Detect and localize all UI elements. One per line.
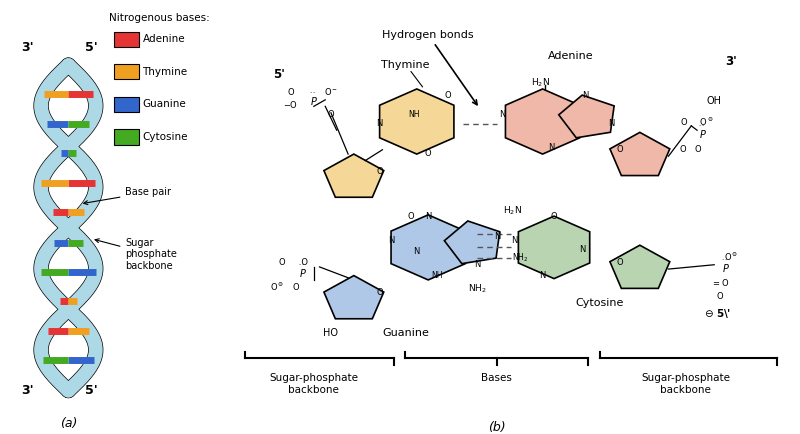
FancyBboxPatch shape (114, 32, 139, 47)
Text: O$^-$: O$^-$ (324, 86, 338, 98)
Text: O: O (328, 110, 334, 119)
Polygon shape (506, 89, 580, 154)
Polygon shape (518, 216, 590, 279)
Text: $\!\!-\!\!$O: $\!\!-\!\!$O (284, 99, 298, 111)
Text: 5': 5' (85, 41, 98, 54)
Text: H$_2$N: H$_2$N (531, 76, 550, 89)
Text: $\overset{\cdot\cdot}{P}$: $\overset{\cdot\cdot}{P}$ (310, 91, 318, 108)
Text: N: N (376, 119, 382, 128)
Text: OH: OH (706, 96, 722, 106)
Text: N: N (474, 260, 480, 269)
Text: N: N (414, 247, 420, 256)
Text: 3': 3' (21, 41, 34, 54)
Text: O: O (408, 212, 414, 221)
Text: O: O (288, 89, 294, 98)
Text: N: N (494, 232, 500, 241)
Text: NH$_2$: NH$_2$ (512, 251, 528, 264)
Text: Adenine: Adenine (548, 51, 594, 62)
Text: Bases: Bases (482, 373, 512, 383)
Text: (a): (a) (60, 417, 77, 430)
Polygon shape (610, 245, 670, 288)
Text: O      O: O O (279, 258, 308, 267)
Text: Sugar-phosphate
backbone: Sugar-phosphate backbone (641, 373, 730, 395)
Text: 5': 5' (274, 68, 286, 81)
Text: Thymine: Thymine (381, 60, 430, 70)
Polygon shape (610, 132, 670, 175)
Text: N: N (608, 119, 614, 128)
Text: Guanine: Guanine (142, 99, 186, 109)
Text: O: O (425, 149, 431, 158)
FancyBboxPatch shape (114, 97, 139, 112)
Text: Sugar-phosphate
backbone: Sugar-phosphate backbone (270, 373, 358, 395)
Text: Base pair: Base pair (84, 187, 171, 204)
Polygon shape (324, 154, 384, 197)
Text: NH: NH (408, 110, 420, 119)
Text: Nitrogenous bases:: Nitrogenous bases: (110, 13, 210, 23)
Text: 5': 5' (85, 384, 98, 397)
Text: H$_2$N: H$_2$N (502, 204, 522, 217)
Text: 3': 3' (726, 55, 738, 68)
Text: $=$O: $=$O (710, 277, 729, 289)
Text: N: N (579, 245, 586, 254)
Text: O     O$^\ominus$: O O$^\ominus$ (680, 116, 714, 128)
Text: N: N (499, 110, 506, 119)
Polygon shape (444, 221, 500, 264)
Text: $\overset{\cdot\cdot}{P}$: $\overset{\cdot\cdot}{P}$ (298, 263, 306, 280)
Text: Adenine: Adenine (142, 34, 185, 44)
Polygon shape (558, 95, 614, 138)
Text: N: N (388, 236, 394, 245)
Polygon shape (324, 276, 384, 319)
Text: O: O (617, 258, 623, 267)
Polygon shape (391, 215, 466, 280)
Text: $\ominus$ 5\': $\ominus$ 5\' (703, 307, 730, 320)
Text: O$^\ominus$   O: O$^\ominus$ O (270, 281, 300, 293)
Text: O: O (445, 91, 451, 100)
Text: Hydrogen bonds: Hydrogen bonds (382, 30, 477, 105)
Text: $\overset{\cdot\cdot}{P}$: $\overset{\cdot\cdot}{P}$ (698, 124, 707, 141)
Text: Sugar
phosphate
backbone: Sugar phosphate backbone (95, 238, 178, 271)
Text: Thymine: Thymine (142, 66, 188, 77)
Text: O: O (617, 145, 623, 154)
Text: NH: NH (431, 271, 442, 280)
Text: Cytosine: Cytosine (576, 298, 624, 308)
Text: O: O (376, 167, 383, 176)
Text: $\overset{\cdot\cdot}{P}$: $\overset{\cdot\cdot}{P}$ (722, 258, 730, 276)
Text: N: N (511, 236, 517, 245)
Text: O: O (717, 293, 723, 302)
FancyBboxPatch shape (114, 129, 139, 145)
Text: Guanine: Guanine (382, 329, 429, 339)
Text: N: N (548, 143, 554, 152)
Text: HO: HO (323, 329, 338, 339)
Text: O$^\ominus$: O$^\ominus$ (724, 251, 738, 263)
Polygon shape (380, 89, 454, 154)
Text: N: N (539, 271, 546, 280)
Text: O$\;\;\;\;$O: O$\;\;\;\;$O (679, 143, 703, 154)
Text: (b): (b) (488, 421, 506, 434)
Text: 3': 3' (21, 384, 34, 397)
Text: NH$_2$: NH$_2$ (468, 283, 487, 295)
Text: Cytosine: Cytosine (142, 132, 188, 142)
Text: N: N (425, 212, 431, 221)
Text: N: N (582, 91, 589, 100)
Text: O: O (376, 288, 383, 297)
FancyBboxPatch shape (114, 64, 139, 79)
Text: O: O (550, 212, 558, 221)
